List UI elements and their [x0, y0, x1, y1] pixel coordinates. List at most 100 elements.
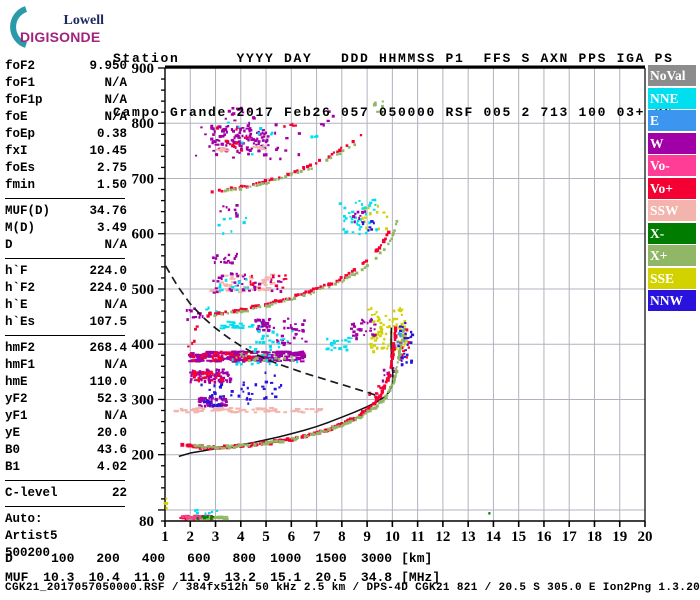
param-row-foe: foE N/A	[5, 109, 127, 126]
muf-cell: 400	[141, 551, 166, 566]
muf-cell: 11.0	[133, 570, 166, 585]
param-label: foF1	[5, 76, 36, 90]
y-axis-label: 800	[132, 116, 155, 132]
panel-divider	[5, 198, 125, 199]
param-value: 224.0	[89, 281, 127, 295]
param-label: h`F2	[5, 281, 36, 295]
x-axis-label: 9	[363, 529, 371, 545]
x-axis-label: 4	[237, 529, 245, 545]
panel-divider	[5, 506, 125, 507]
muf-cell: 1000	[270, 551, 302, 566]
panel-divider	[5, 480, 125, 481]
muf-cell: 34.8	[360, 570, 393, 585]
x-axis-label: 7	[313, 529, 321, 545]
panel-divider	[5, 335, 125, 336]
muf-cell: 800	[232, 551, 256, 566]
param-value: 0.38	[96, 127, 127, 141]
param-row-foes: foEs 2.75	[5, 160, 127, 177]
param-value: 52.3	[96, 392, 127, 406]
legend-item-vo: Vo-	[648, 155, 696, 176]
y-axis-label: 400	[132, 337, 155, 353]
legend-item-ssw: SSW	[648, 200, 696, 221]
y-axis-label: 300	[132, 392, 155, 408]
param-row-hmf1: hmF1 N/A	[5, 357, 127, 374]
y-axis-label: 900	[132, 61, 155, 77]
x-axis-label: 17	[562, 529, 578, 545]
status-line: CGK21_2017057050000.RSF / 384fx512h 50 k…	[5, 582, 700, 594]
param-label: h`F	[5, 264, 28, 278]
param-value: 1.50	[96, 178, 127, 192]
param-value: 107.5	[89, 315, 127, 329]
param-value: 10.45	[89, 144, 127, 158]
legend-item-noval: NoVal	[648, 65, 696, 86]
param-value: 20.0	[96, 426, 127, 440]
x-axis-label: 1	[161, 529, 169, 545]
param-value: 110.0	[89, 375, 127, 389]
param-label: B1	[5, 460, 21, 474]
muf-cell: 1500	[315, 551, 347, 566]
param-label: foE	[5, 110, 28, 124]
x-axis-label: 5	[262, 529, 270, 545]
param-label: M(D)	[5, 221, 36, 235]
legend-item-e: E	[648, 110, 696, 131]
param-row-d: D N/A	[5, 237, 127, 254]
param-value: 9.950	[89, 59, 127, 73]
muf-cell: 10.4	[88, 570, 120, 585]
param-value: N/A	[104, 298, 127, 312]
param-label: Artist5	[5, 529, 58, 543]
param-label: yF1	[5, 409, 28, 423]
legend-item-nnw: NNW	[648, 290, 696, 311]
x-axis-label: 16	[536, 529, 552, 545]
param-label: fmin	[5, 178, 36, 192]
x-axis-label: 20	[638, 529, 653, 545]
param-value: 34.76	[89, 204, 127, 218]
muf-unit: [km]	[401, 551, 433, 566]
muf-cell: 3000	[360, 551, 393, 566]
y-axis-label: 80	[139, 514, 154, 530]
x-axis-label: 10	[385, 529, 400, 545]
param-row-hes: h`Es 107.5	[5, 314, 127, 331]
logo-text-digisonde: DIGISONDE	[20, 29, 101, 45]
x-axis-label: 15	[511, 529, 526, 545]
x-axis-label: 13	[461, 529, 476, 545]
param-value: 43.6	[96, 443, 127, 457]
legend-item-x: X+	[648, 245, 696, 266]
param-value: 268.4	[89, 341, 127, 355]
param-label: h`E	[5, 298, 28, 312]
header-column-labels: Station YYYY DAY DDD HHMMSS P1 FFS S AXN…	[113, 51, 674, 66]
param-row-yf2: yF2 52.3	[5, 391, 127, 408]
muf-row-label: MUF	[5, 570, 29, 585]
header-station-values: Campo Grande 2017 Feb26 057 050000 RSF 0…	[113, 105, 674, 120]
x-axis-label: 6	[288, 529, 296, 545]
param-row-b0: B0 43.6	[5, 442, 127, 459]
param-value: N/A	[104, 110, 127, 124]
param-label: B0	[5, 443, 21, 457]
x-axis-label: 19	[612, 529, 627, 545]
param-row-foep: foEp 0.38	[5, 126, 127, 143]
param-label: foEs	[5, 161, 36, 175]
param-row-artist5: Artist5	[5, 528, 127, 545]
parameter-panel: foF2 9.950 foF1 N/A foF1p N/A foE N/A foEp 0.38 fx…	[5, 58, 127, 562]
logo-text-lowell: Lowell	[63, 13, 104, 28]
y-axis-label: 600	[132, 227, 155, 243]
x-axis-label: 12	[435, 529, 450, 545]
x-axis-label: 11	[411, 529, 425, 545]
param-row-b1: B1 4.02	[5, 459, 127, 476]
param-value: 22	[111, 486, 127, 500]
param-label: Auto:	[5, 512, 43, 526]
panel-divider	[5, 258, 125, 259]
param-value: 3.49	[96, 221, 127, 235]
muf-cell: 15.1	[270, 570, 302, 585]
param-row-hf: h`F 224.0	[5, 263, 127, 280]
param-row-fmin: fmin 1.50	[5, 177, 127, 194]
param-row-md: M(D) 3.49	[5, 220, 127, 237]
x-axis-label: 8	[338, 529, 346, 545]
param-label: foF2	[5, 59, 36, 73]
logo-arc-icon	[10, 6, 28, 48]
param-value: N/A	[104, 358, 127, 372]
param-value: N/A	[104, 76, 127, 90]
muf-cell: 10.3	[43, 570, 75, 585]
muf-cell: 200	[96, 551, 120, 566]
param-label: foF1p	[5, 93, 43, 107]
